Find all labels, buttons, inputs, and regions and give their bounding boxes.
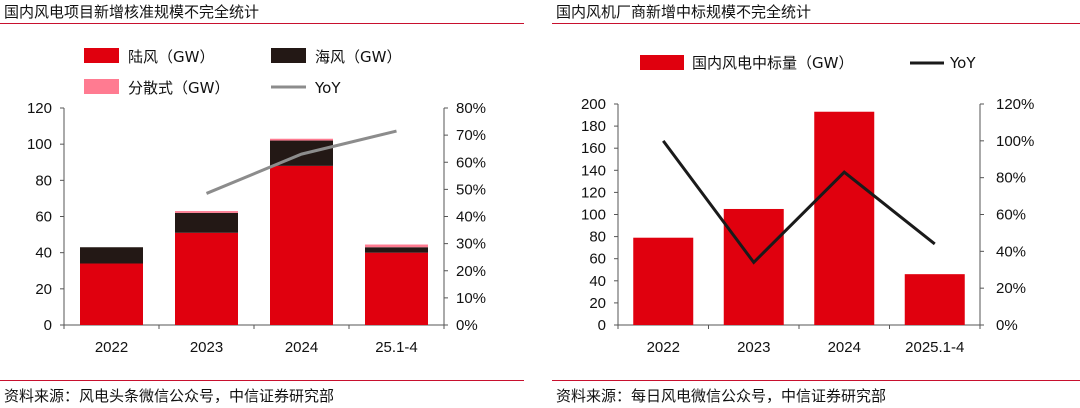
left-chart-panel: 国内风电项目新增核准规模不完全统计 0 20 40 60 80 100 120 0% 10% 20… [0,0,524,408]
right-source-rule [552,380,1080,381]
right-chart-source: 资料来源：每日风电微信公众号，中信证券研究部 [556,387,887,405]
bar-land [365,252,428,325]
legend-label-distributed: 分散式（GW） [128,79,229,97]
bar-offshore [365,247,428,253]
bar-distributed [365,244,428,248]
left-chart-title: 国内风电项目新增核准规模不完全统计 [4,3,260,21]
x-tick-label: 2023 [737,339,770,356]
legend-swatch-offshore [271,48,306,63]
legend-label-yoy: YoY [314,79,341,97]
bar-land [80,263,143,325]
y-tick-label: 160 [581,140,606,157]
left-source-rule [0,380,524,381]
legend-swatch-land [84,48,119,63]
legend-swatch-distributed [84,79,119,94]
yoy-line [662,139,936,265]
bar-offshore [80,247,143,264]
y-tick-label: 80 [589,229,606,246]
left-chart-svg: 0 20 40 60 80 100 120 0% 10% 20% 30% 40% 50% 60% 70% 80… [27,48,486,356]
left-chart-source: 资料来源：风电头条微信公众号，中信证券研究部 [4,387,335,405]
y-tick-label: 80 [35,172,52,189]
y-tick-label: 120 [27,100,52,117]
y2-tick-label: 20% [996,280,1026,297]
bar-bid-volume [633,237,694,325]
y-tick-label: 120 [581,184,606,201]
bar-bid-volume [723,208,784,325]
y-tick-label: 200 [581,96,606,113]
x-tick-label: 25.1-4 [375,339,418,356]
left-title-rule [0,23,524,24]
x-tick-label: 2024 [828,339,861,356]
legend-label-yoy: YoY [949,54,976,72]
bar-land [175,232,238,325]
y2-tick-label: 10% [456,290,486,307]
right-title-rule [552,23,1080,24]
legend-label-bid-volume: 国内风电中标量（GW） [692,54,853,72]
legend-swatch-bid-volume [640,55,684,70]
y2-tick-label: 50% [456,181,486,198]
bar-offshore [175,212,238,233]
y-tick-label: 40 [589,273,606,290]
y-tick-label: 140 [581,162,606,179]
y2-tick-label: 30% [456,236,486,253]
y2-tick-label: 20% [456,263,486,280]
bar-bid-volume [814,111,875,325]
x-tick-label: 2025.1-4 [905,339,964,356]
y-tick-label: 60 [589,251,606,268]
bar-land [270,165,333,325]
x-tick-label: 2022 [647,339,680,356]
y2-tick-label: 0% [996,317,1018,334]
y-tick-label: 40 [35,245,52,262]
right-chart-panel: 国内风机厂商新增中标规模不完全统计 0 20 40 60 80 100 120 140 160 1… [552,0,1080,408]
legend-label-offshore: 海风（GW） [315,48,401,66]
y-tick-label: 60 [35,209,52,226]
right-chart-title: 国内风机厂商新增中标规模不完全统计 [556,3,812,21]
bar-bid-volume [904,274,965,325]
x-tick-label: 2023 [190,339,223,356]
y-tick-label: 20 [35,281,52,298]
y2-tick-label: 80% [456,100,486,117]
y-tick-label: 0 [598,317,606,334]
y-tick-label: 100 [581,207,606,224]
bar-distributed [175,211,238,213]
y2-tick-label: 0% [456,317,478,334]
y-tick-label: 0 [44,317,52,334]
y2-tick-label: 120% [996,96,1034,113]
y2-tick-label: 100% [996,133,1034,150]
x-tick-label: 2024 [285,339,318,356]
bar-distributed [270,138,333,141]
x-tick-label: 2022 [95,339,128,356]
y2-tick-label: 60% [456,154,486,171]
right-chart-svg: 0 20 40 60 80 100 120 140 160 180 200 0% 20% 40% 60% 80… [581,54,1034,356]
y2-tick-label: 60% [996,207,1026,224]
y2-tick-label: 40% [456,209,486,226]
y2-tick-label: 80% [996,170,1026,187]
y-tick-label: 100 [27,136,52,153]
y2-tick-label: 40% [996,243,1026,260]
legend-label-land: 陆风（GW） [128,48,214,66]
y2-tick-label: 70% [456,127,486,144]
y-tick-label: 20 [589,295,606,312]
y-tick-label: 180 [581,118,606,135]
